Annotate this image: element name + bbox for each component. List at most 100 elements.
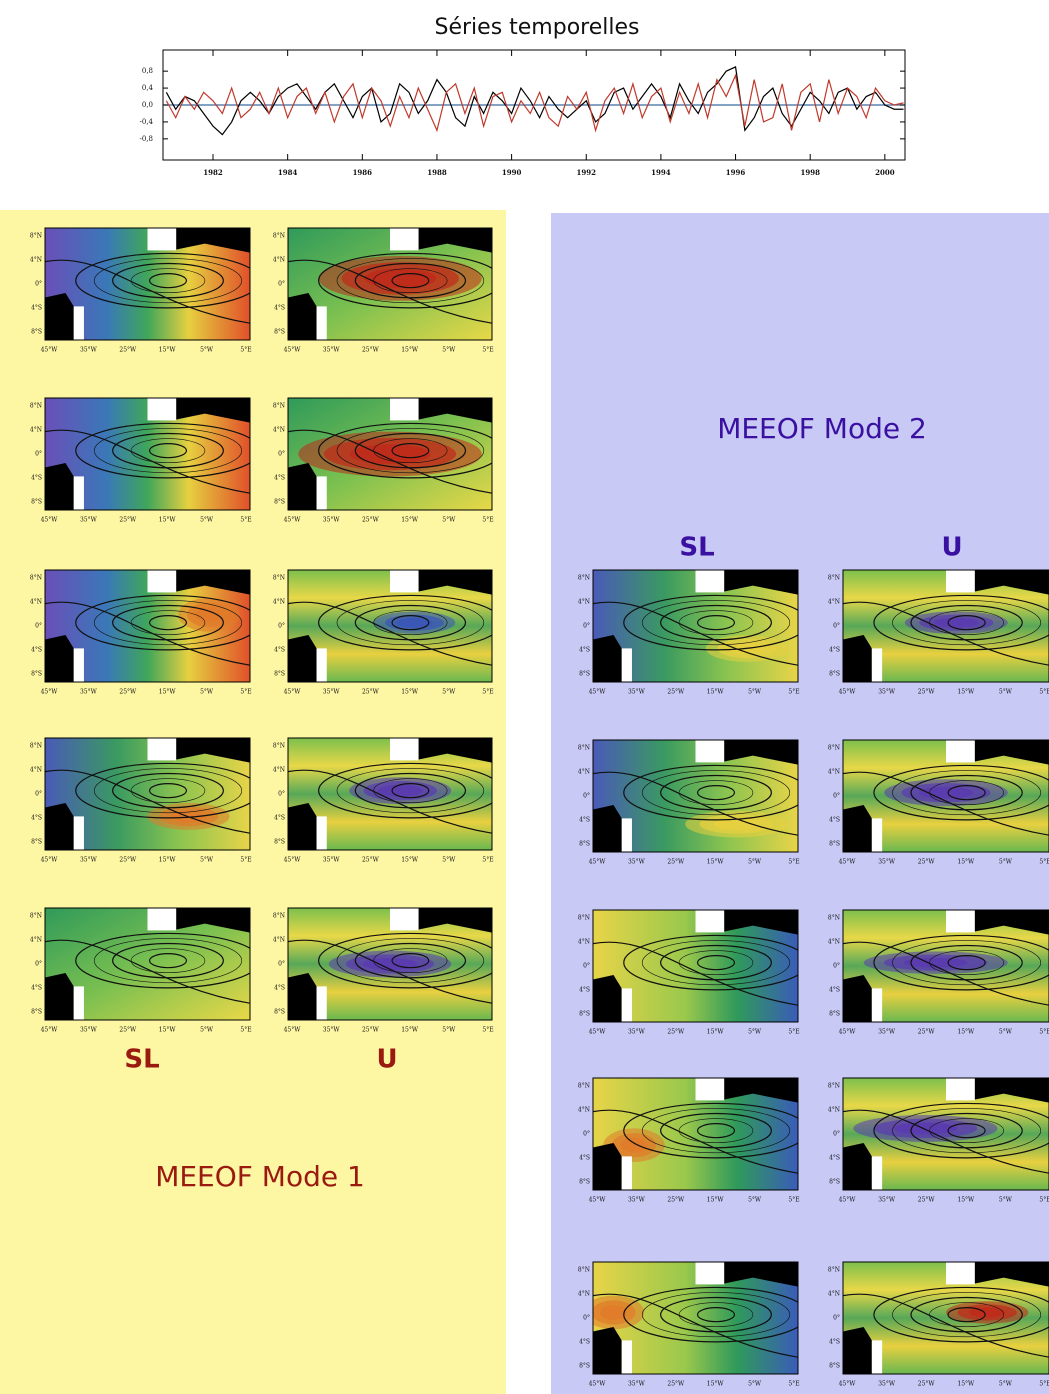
contour (391, 615, 430, 631)
lon-label: 5°W (748, 859, 762, 866)
contour (678, 1302, 754, 1328)
land-gap (316, 648, 327, 682)
lon-label: 5°W (748, 1029, 762, 1036)
lat-label: 4°N (273, 257, 285, 264)
lon-label: 15°W (159, 689, 177, 696)
contour (288, 601, 492, 666)
map-field (288, 570, 492, 682)
lat-label: 4°S (274, 985, 285, 992)
land (843, 974, 872, 1022)
map-field (45, 228, 250, 340)
contour (373, 268, 448, 294)
lat-label: 4°S (31, 305, 42, 312)
lon-label: 25°W (918, 1381, 936, 1388)
lat-label: 4°N (273, 427, 285, 434)
map-frame (842, 569, 1049, 683)
lat-label: 0° (833, 1131, 840, 1138)
contour (75, 422, 250, 479)
map-frame (592, 909, 799, 1023)
lat-label: 4°S (31, 475, 42, 482)
contour (947, 1122, 986, 1139)
lat-label: 4°N (828, 599, 840, 606)
map-frame (44, 907, 251, 1021)
lon-label: 35°W (80, 857, 98, 864)
land (593, 1326, 622, 1374)
land-gap (147, 570, 177, 593)
lon-label: 45°W (839, 689, 857, 696)
map-anomaly (396, 617, 433, 628)
contour (318, 594, 492, 651)
lat-label: 4°S (579, 1339, 590, 1346)
contour (75, 594, 250, 651)
lon-label: 25°W (119, 1027, 137, 1034)
contour (843, 771, 1049, 836)
land-gap (147, 738, 177, 761)
lat-label: 0° (278, 791, 285, 798)
lat-label: 0° (278, 451, 285, 458)
map-anomaly (903, 957, 968, 968)
contour (947, 785, 986, 801)
lat-label: 4°S (274, 647, 285, 654)
land-gap (871, 1340, 883, 1374)
mode1-column: SL (124, 1045, 159, 1075)
lon-label: 5°E (482, 857, 493, 864)
land (593, 1142, 622, 1190)
lon-label: 15°W (957, 1029, 975, 1036)
contour (696, 785, 736, 801)
map: 8°N 4°N 0° 4°S 8°S 45°W 35°W 25°W 15°W 5°W 5°E (828, 909, 1049, 1036)
contour (929, 1118, 1004, 1144)
contour (641, 1292, 791, 1338)
map-field (843, 910, 1049, 1022)
lat-label: 4°N (30, 427, 42, 434)
lon-label: 45°W (839, 859, 857, 866)
lon-label: 5°W (999, 1197, 1013, 1204)
lon-label: 35°W (323, 857, 341, 864)
contour (678, 780, 754, 806)
lat-label: 0° (833, 1315, 840, 1322)
land-gap (621, 988, 632, 1022)
lat-label: 4°S (31, 815, 42, 822)
lon-label: 5°W (442, 689, 456, 696)
lon-label: 5°E (1039, 1381, 1049, 1388)
map-frame (592, 569, 799, 683)
lon-label: 35°W (323, 1027, 341, 1034)
lon-label: 35°W (80, 347, 98, 354)
land-gap (695, 910, 725, 933)
lat-label: 8°S (31, 329, 42, 336)
contour (318, 422, 492, 479)
map: 8°N 4°N 0° 4°S 8°S 45°W 35°W 25°W 15°W 5°W 5°E (30, 907, 252, 1034)
land-gap (621, 818, 632, 852)
lon-label: 15°W (401, 517, 419, 524)
contour (75, 932, 250, 989)
lon-label: 45°W (41, 1027, 59, 1034)
lat-label: 4°S (829, 817, 840, 824)
contour (93, 938, 243, 984)
lat-label: 8°N (30, 743, 42, 750)
map-field (45, 398, 250, 510)
contour (391, 273, 430, 289)
contour (288, 259, 492, 324)
contour (93, 600, 243, 646)
lat-label: 8°S (31, 839, 42, 846)
lat-label: 8°S (579, 1179, 590, 1186)
contour (112, 262, 224, 299)
lat-label: 8°N (578, 745, 590, 752)
contour (148, 783, 188, 799)
map: 8°N 4°N 0° 4°S 8°S 45°W 35°W 25°W 15°W 5°W 5°E (578, 1077, 800, 1204)
y-tick-label: 0,8 (142, 67, 153, 75)
lat-label: 4°S (829, 647, 840, 654)
contour (678, 610, 754, 636)
x-tick-label: 1996 (726, 168, 746, 177)
lat-label: 8°S (274, 671, 285, 678)
contour (623, 594, 798, 651)
lat-label: 8°N (578, 575, 590, 582)
land (593, 804, 622, 852)
map-field (288, 738, 492, 850)
contour (336, 428, 485, 474)
mode2-title: MEEOF Mode 2 (717, 412, 927, 445)
contour (373, 778, 448, 804)
map-field (843, 1262, 1049, 1374)
contour (288, 939, 492, 1004)
map-anomaly (364, 268, 437, 289)
lon-label: 15°W (401, 1027, 419, 1034)
